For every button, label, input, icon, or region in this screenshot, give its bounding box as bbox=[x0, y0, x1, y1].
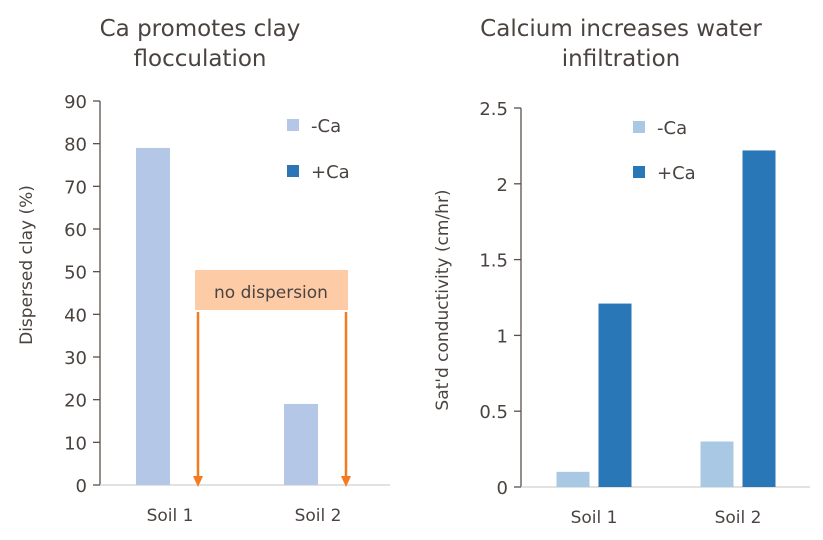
bar-ca-soil2 bbox=[742, 150, 776, 487]
y-tick-label: 0 bbox=[76, 476, 87, 497]
legend-label: +Ca bbox=[311, 162, 350, 183]
legend-swatch-minus-ca bbox=[633, 121, 645, 133]
y-tick-label: 2 bbox=[497, 175, 508, 196]
bar-ca-soil1 bbox=[598, 303, 632, 487]
y-axis-label: Sat'd conductivity (cm/hr) bbox=[433, 189, 453, 410]
arrow-down-icon bbox=[193, 476, 203, 487]
y-tick-label: 70 bbox=[64, 177, 87, 198]
annotation-box bbox=[195, 270, 348, 310]
y-tick-label: 2.5 bbox=[479, 99, 508, 120]
y-tick-label: 1.5 bbox=[479, 251, 508, 272]
legend-label: -Ca bbox=[311, 116, 341, 137]
legend-swatch-plus-ca bbox=[287, 165, 299, 177]
y-tick-label: 10 bbox=[64, 433, 87, 454]
y-tick-label: 1 bbox=[497, 326, 508, 347]
y-tick-label: 0 bbox=[497, 478, 508, 499]
y-tick-label: 50 bbox=[64, 263, 87, 284]
bar-ca-soil1 bbox=[136, 147, 170, 485]
y-tick-label: 20 bbox=[64, 391, 87, 412]
chart-title-line-2: flocculation bbox=[134, 46, 267, 72]
y-axis-label: Dispersed clay (%) bbox=[17, 185, 37, 345]
legend-swatch-minus-ca bbox=[287, 119, 299, 131]
x-tick-label: Soil 2 bbox=[715, 508, 762, 528]
chart-title-line-2: infiltration bbox=[562, 46, 680, 72]
y-tick-label: 60 bbox=[64, 220, 87, 241]
annotation-text: no dispersion bbox=[214, 283, 328, 303]
chart-water-infiltration: Calcium increases water infiltration Sat… bbox=[433, 16, 810, 528]
legend-label: -Ca bbox=[657, 118, 687, 139]
y-tick-label: 30 bbox=[64, 348, 87, 369]
y-tick-label: 80 bbox=[64, 135, 87, 156]
x-tick-label: Soil 1 bbox=[147, 506, 194, 526]
legend-label: +Ca bbox=[657, 163, 696, 184]
bar-ca-soil2 bbox=[700, 441, 734, 487]
x-tick-label: Soil 2 bbox=[295, 506, 342, 526]
chart-title-line-1: Ca promotes clay bbox=[100, 16, 301, 42]
bar-ca-soil2 bbox=[284, 403, 318, 485]
bar-ca-soil1 bbox=[556, 471, 590, 487]
chart-title-line-1: Calcium increases water bbox=[480, 16, 762, 42]
y-tick-label: 0.5 bbox=[479, 402, 508, 423]
y-tick-label: 90 bbox=[64, 92, 87, 113]
x-tick-label: Soil 1 bbox=[571, 508, 618, 528]
arrow-down-icon bbox=[341, 476, 351, 487]
chart-dispersed-clay: Ca promotes clay flocculation Dispersed … bbox=[17, 16, 390, 526]
legend-swatch-plus-ca bbox=[633, 166, 645, 178]
y-tick-label: 40 bbox=[64, 305, 87, 326]
